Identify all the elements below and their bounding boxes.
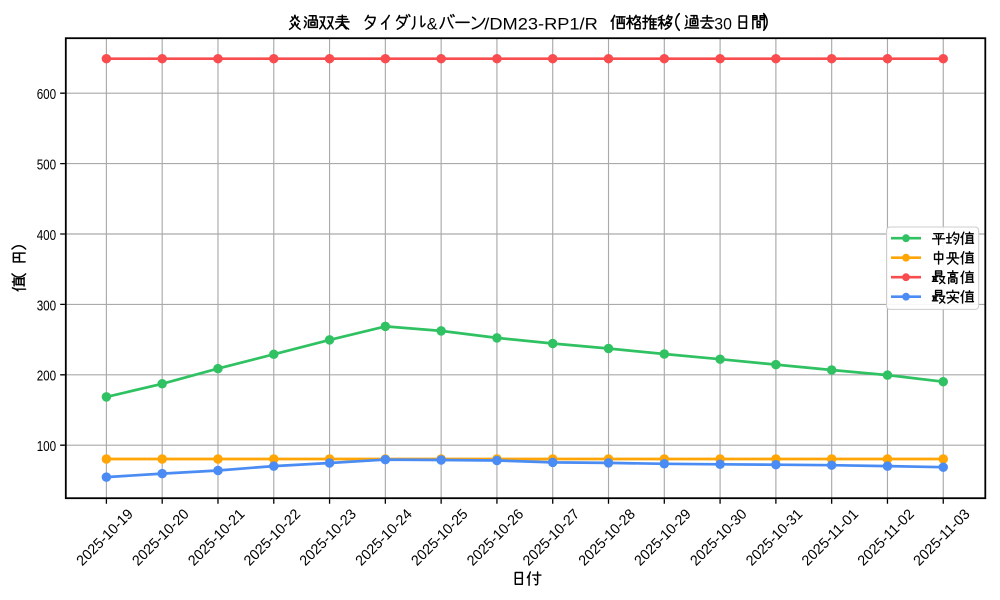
svg-text:600: 600: [37, 87, 57, 103]
svg-text:&: &: [427, 16, 438, 34]
svg-text:30: 30: [714, 16, 732, 34]
svg-text:200: 200: [37, 369, 57, 385]
svg-text:400: 400: [37, 228, 57, 244]
svg-text:100: 100: [37, 439, 57, 455]
svg-text:300: 300: [37, 298, 57, 314]
svg-text:/DM23-RP1/R: /DM23-RP1/R: [484, 16, 598, 34]
svg-text:500: 500: [37, 158, 57, 174]
